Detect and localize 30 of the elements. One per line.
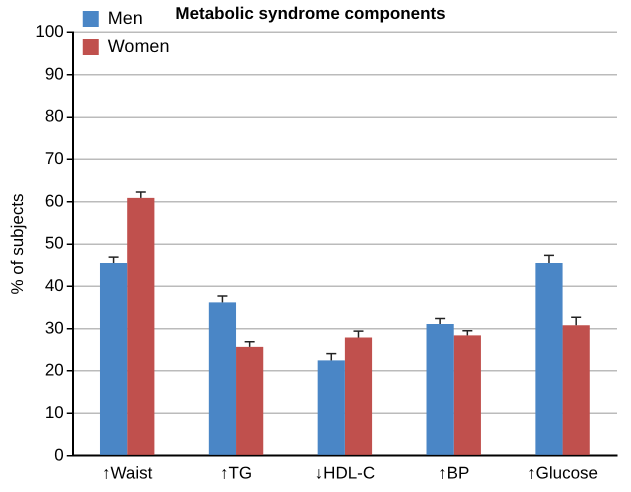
y-tick-label: 30: [44, 318, 64, 338]
bar: [562, 325, 590, 455]
y-tick-label: 20: [44, 360, 64, 380]
bar: [344, 338, 372, 455]
y-tick-label: 50: [44, 234, 64, 253]
x-tick-label: ↑Waist: [102, 463, 153, 482]
y-tick-label: 40: [44, 276, 64, 296]
chart-title: Metabolic syndrome components: [175, 4, 446, 23]
legend-label: Men: [108, 8, 143, 28]
bar: [426, 324, 454, 455]
bar: [100, 263, 128, 455]
bar: [208, 302, 236, 455]
y-tick-label: 0: [54, 445, 64, 464]
y-tick-label: 80: [44, 106, 64, 126]
x-tick-label: ↑Glucose: [527, 463, 598, 482]
y-tick-label: 90: [44, 64, 64, 84]
x-tick-label: ↑BP: [438, 463, 470, 482]
bar: [236, 346, 264, 455]
y-tick-label: 60: [44, 191, 64, 210]
bar: [127, 198, 154, 455]
y-tick-label: 100: [35, 22, 64, 42]
x-tick-label: ↑TG: [220, 463, 252, 482]
y-tick-label: 70: [44, 149, 64, 168]
y-axis-title: % of subjects: [8, 193, 27, 295]
bar: [454, 335, 481, 455]
bar: [535, 263, 563, 455]
y-tick-label: 10: [44, 402, 64, 422]
x-tick-label: ↓HDL-C: [314, 463, 376, 482]
bar: [318, 360, 345, 455]
legend-label: Women: [108, 36, 170, 56]
